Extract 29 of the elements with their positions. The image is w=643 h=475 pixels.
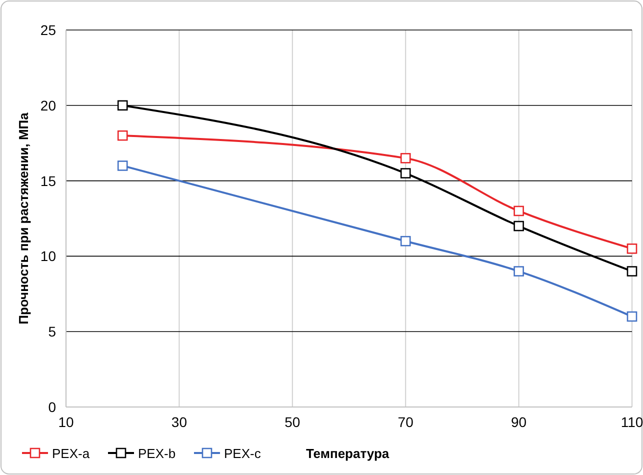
point	[117, 160, 128, 171]
point	[514, 266, 524, 276]
x-tick-label: 70	[398, 414, 414, 430]
y-tick-label: 5	[48, 324, 56, 340]
point	[626, 266, 638, 276]
point	[117, 130, 128, 141]
legend-label: PEX-a	[52, 446, 90, 461]
y-tick-label: 0	[48, 399, 56, 415]
point	[400, 168, 411, 178]
point	[626, 244, 638, 254]
x-tick-label: 90	[511, 414, 527, 430]
x-tick-label: 30	[171, 414, 188, 430]
x-tick-label: 10	[58, 414, 74, 430]
point	[514, 206, 524, 216]
point	[117, 100, 128, 111]
y-axis-title: Прочность при растяжении, МПа	[16, 112, 31, 324]
y-tick-label: 15	[40, 172, 56, 189]
point	[514, 220, 524, 232]
point	[400, 236, 411, 246]
x-tick-label: 110	[620, 414, 643, 430]
point	[400, 153, 411, 164]
y-tick-label: 20	[40, 97, 56, 114]
x-axis-title: Температура	[306, 446, 390, 461]
y-tick-label: 25	[40, 22, 56, 38]
legend-label: PEX-c	[224, 446, 262, 461]
x-tick-label: 50	[284, 414, 300, 430]
legend-label: PEX-b	[138, 446, 176, 461]
point	[626, 311, 638, 322]
y-tick-label: 10	[40, 248, 56, 264]
